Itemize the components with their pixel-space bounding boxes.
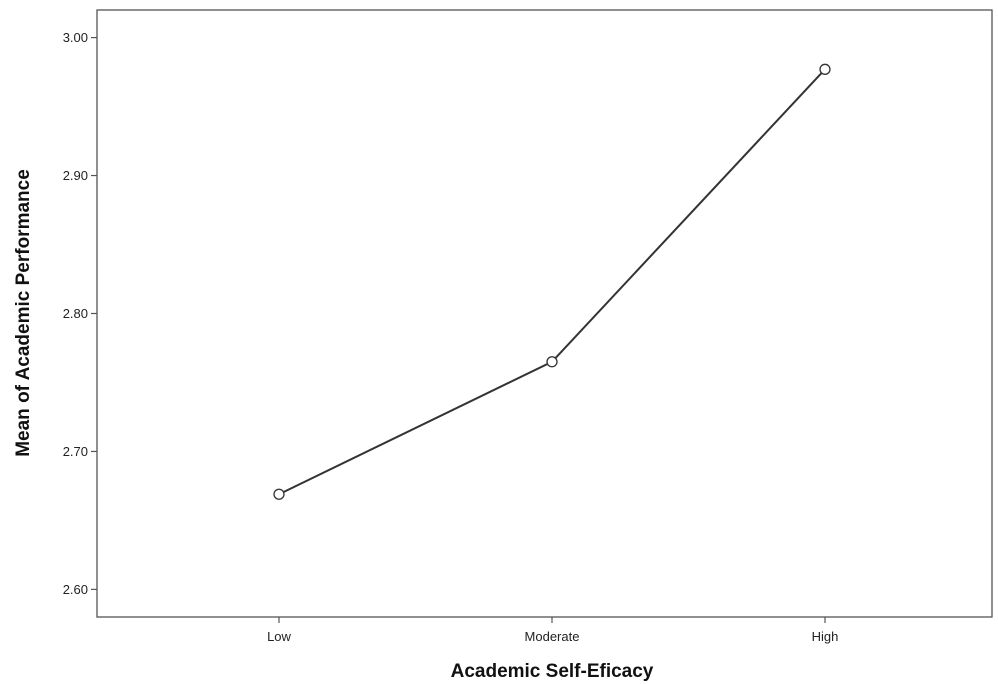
x-tick-label: Low	[267, 629, 291, 644]
x-axis: Low Moderate High	[267, 617, 838, 644]
y-tick-label: 2.60	[63, 582, 88, 597]
data-point	[546, 356, 558, 368]
plot-frame	[96, 9, 993, 618]
y-tick-label: 2.80	[63, 306, 88, 321]
y-tick-label: 2.70	[63, 444, 88, 459]
y-tick-label: 2.90	[63, 168, 88, 183]
x-tick-label: High	[812, 629, 839, 644]
data-point	[273, 488, 285, 500]
y-axis-title: Mean of Academic Performance	[13, 169, 34, 457]
y-tick-label: 3.00	[63, 30, 88, 45]
series-layer	[273, 63, 831, 500]
x-tick-label: Moderate	[525, 629, 580, 644]
x-axis-title: Academic Self-Eficacy	[451, 661, 654, 682]
data-point	[819, 63, 831, 75]
y-axis: 2.60 2.70 2.80 2.90 3.00	[63, 30, 97, 597]
